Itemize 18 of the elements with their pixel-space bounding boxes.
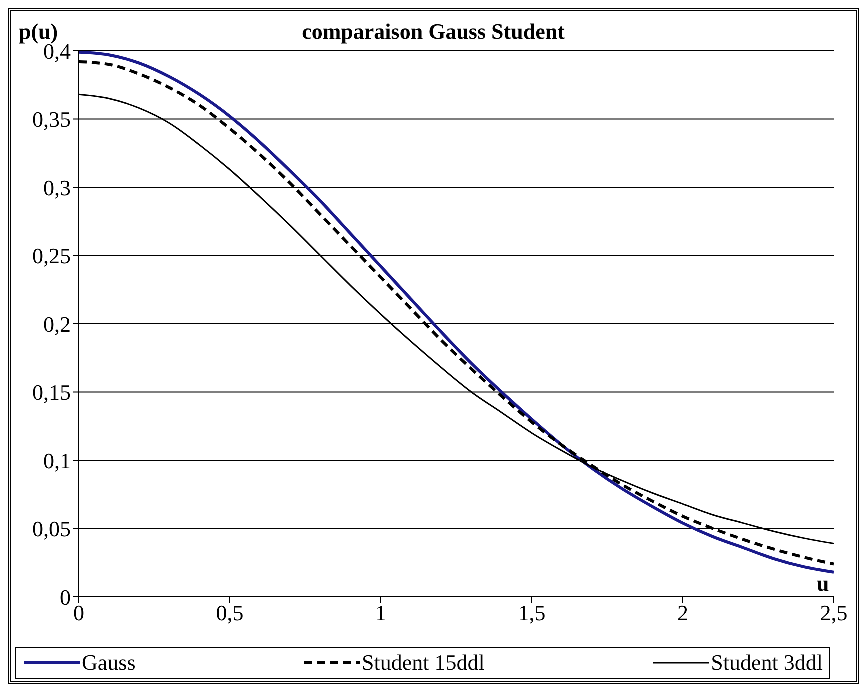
y-tick-label: 0 [60,584,71,610]
y-tick-label: 0,2 [44,312,71,337]
y-tick-label: 0,3 [44,175,71,200]
x-tick-label: 0,5 [216,600,244,626]
legend-label: Gauss [82,650,136,676]
x-axis-title: u [817,571,830,597]
legend-label: Student 3ddl [711,650,823,676]
chart-title: comparaison Gauss Student [302,19,565,44]
y-tick-label: 0,05 [32,516,71,542]
x-tick-label: 1 [376,600,386,626]
x-tick-label: 1,5 [518,600,546,626]
x-tick-label: 2 [678,600,688,626]
legend-label: Student 15ddl [362,650,485,676]
y-tick-label: 0,25 [32,244,71,269]
y-tick-label: 0,35 [32,107,71,132]
y-tick-label: 0,15 [32,380,71,406]
x-tick-label: 2,5 [820,600,848,626]
y-tick-label: 0,1 [44,448,71,474]
